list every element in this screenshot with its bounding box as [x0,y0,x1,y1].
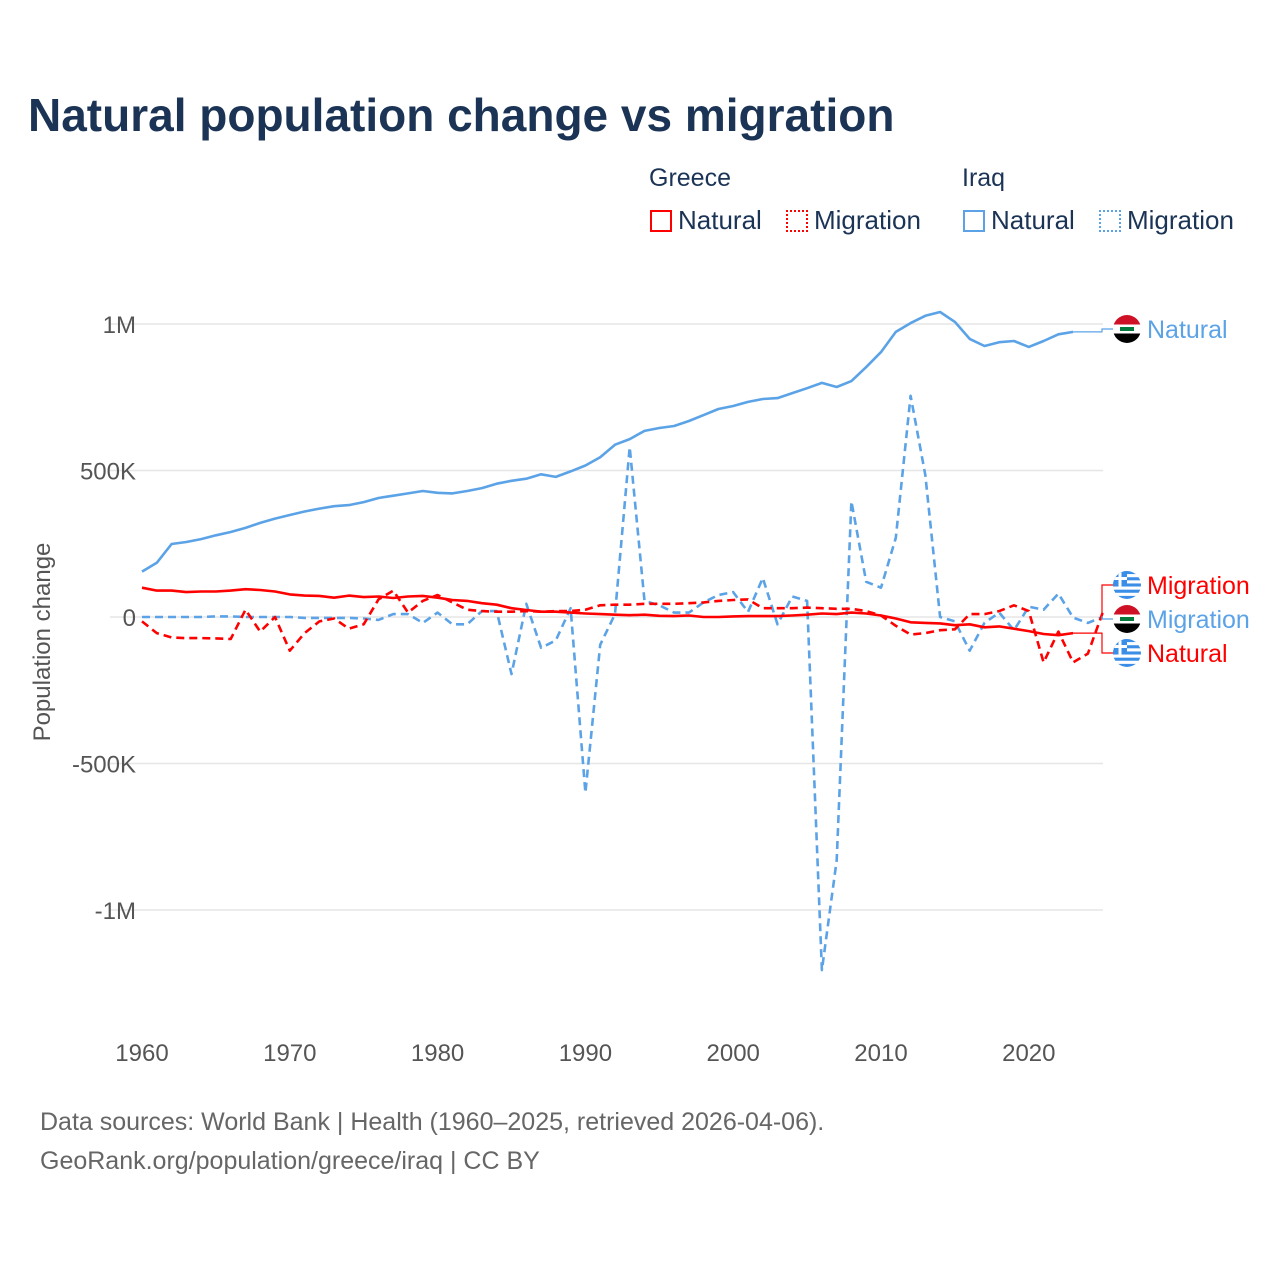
legend-greece-natural[interactable]: Natural [650,205,762,236]
legend-iraq-migration[interactable]: Migration [1099,205,1234,236]
footer-link[interactable]: GeoRank.org/population/greece/iraq | CC … [40,1147,540,1175]
x-tick-label: 1990 [559,1040,612,1067]
x-tick-label: 2000 [707,1040,760,1067]
legend-group-iraq: Iraq [962,164,1006,192]
y-tick-label: -500K [72,752,136,779]
chart-title: Natural population change vs migration [28,89,895,141]
x-tick-label: 1960 [115,1040,168,1067]
end-label: Natural [1147,640,1228,668]
y-tick-label: 0 [123,605,136,632]
end-label-leader [1073,328,1113,333]
y-tick-label: 500K [80,459,136,486]
series-line-iraq-natural[interactable] [141,310,1074,573]
legend-greece-migration[interactable]: Migration [786,205,921,236]
legend-swatch [786,209,808,232]
y-tick-label: -1M [95,898,136,925]
legend-label: Migration [1127,205,1234,235]
end-label-leader [1073,632,1113,654]
footer-sources: Data sources: World Bank | Health (1960–… [40,1108,825,1136]
iraq-flag-icon [1113,315,1141,343]
legend-swatch [963,209,985,232]
x-tick-label: 2020 [1002,1040,1055,1067]
x-tick-label: 1970 [263,1040,316,1067]
legend-swatch [1099,209,1121,232]
x-tick-label: 1980 [411,1040,464,1067]
end-label: Migration [1147,572,1250,600]
end-label: Migration [1147,606,1250,634]
end-label-leader [1101,616,1113,620]
series-line-greece-natural[interactable] [141,586,1074,637]
series-line-greece-migration[interactable] [141,589,1104,664]
legend-label: Migration [814,205,921,235]
legend-label: Natural [678,205,762,235]
greece-flag-icon [1113,571,1141,599]
legend-iraq-natural[interactable]: Natural [963,205,1075,236]
end-label-leader [1101,584,1113,614]
series-line-iraq-migration[interactable] [142,394,1104,972]
end-label: Natural [1147,316,1228,344]
y-tick-label: 1M [103,312,136,339]
legend-label: Natural [991,205,1075,235]
y-axis-label: Population change [29,543,56,742]
x-tick-label: 2010 [854,1040,907,1067]
greece-flag-icon [1113,639,1141,667]
iraq-flag-icon [1113,605,1141,633]
legend-swatch [650,209,672,232]
legend-group-greece: Greece [649,164,731,192]
